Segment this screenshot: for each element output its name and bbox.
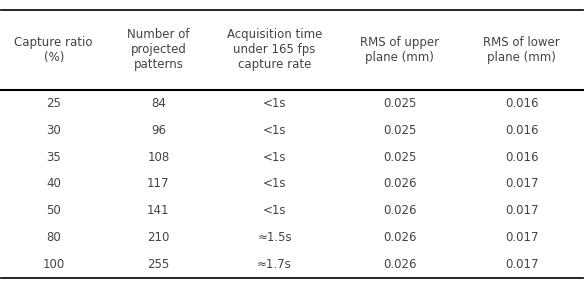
Text: 40: 40 xyxy=(46,177,61,190)
Text: <1s: <1s xyxy=(263,204,286,217)
Text: 0.026: 0.026 xyxy=(383,231,416,244)
Text: 0.026: 0.026 xyxy=(383,177,416,190)
Text: <1s: <1s xyxy=(263,177,286,190)
Text: 0.017: 0.017 xyxy=(505,177,538,190)
Text: 0.025: 0.025 xyxy=(383,97,416,110)
Text: 0.017: 0.017 xyxy=(505,258,538,271)
Text: RMS of upper
plane (mm): RMS of upper plane (mm) xyxy=(360,36,439,64)
Text: RMS of lower
plane (mm): RMS of lower plane (mm) xyxy=(483,36,560,64)
Text: 25: 25 xyxy=(46,97,61,110)
Text: 30: 30 xyxy=(46,124,61,137)
Text: Number of
projected
patterns: Number of projected patterns xyxy=(127,29,190,71)
Text: <1s: <1s xyxy=(263,151,286,164)
Text: 0.016: 0.016 xyxy=(505,124,538,137)
Text: 96: 96 xyxy=(151,124,166,137)
Text: 210: 210 xyxy=(147,231,169,244)
Text: 0.025: 0.025 xyxy=(383,124,416,137)
Text: 0.016: 0.016 xyxy=(505,97,538,110)
Text: 0.017: 0.017 xyxy=(505,204,538,217)
Text: Capture ratio
(%): Capture ratio (%) xyxy=(15,36,93,64)
Text: 35: 35 xyxy=(46,151,61,164)
Text: <1s: <1s xyxy=(263,124,286,137)
Text: 84: 84 xyxy=(151,97,166,110)
Text: 0.025: 0.025 xyxy=(383,151,416,164)
Text: ≈1.7s: ≈1.7s xyxy=(257,258,292,271)
Text: 108: 108 xyxy=(147,151,169,164)
Text: Acquisition time
under 165 fps
capture rate: Acquisition time under 165 fps capture r… xyxy=(227,29,322,71)
Text: <1s: <1s xyxy=(263,97,286,110)
Text: 141: 141 xyxy=(147,204,169,217)
Text: ≈1.5s: ≈1.5s xyxy=(257,231,292,244)
Text: 0.026: 0.026 xyxy=(383,258,416,271)
Text: 50: 50 xyxy=(46,204,61,217)
Text: 0.026: 0.026 xyxy=(383,204,416,217)
Text: 100: 100 xyxy=(43,258,65,271)
Text: 255: 255 xyxy=(147,258,169,271)
Text: 0.017: 0.017 xyxy=(505,231,538,244)
Text: 117: 117 xyxy=(147,177,169,190)
Text: 80: 80 xyxy=(46,231,61,244)
Text: 0.016: 0.016 xyxy=(505,151,538,164)
